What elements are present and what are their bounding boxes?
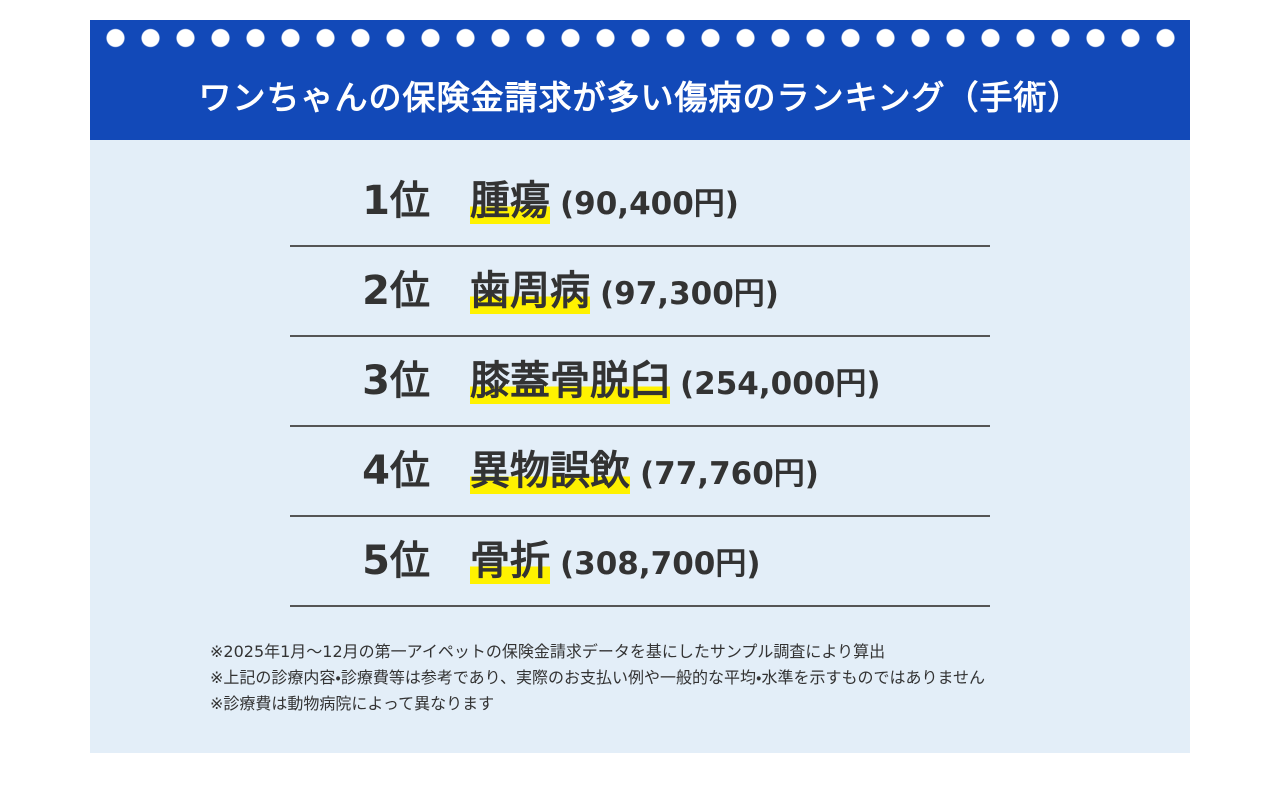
amount: (90,400円) bbox=[560, 186, 739, 222]
rank-label: 2位 bbox=[362, 268, 430, 314]
header: ワンちゃんの保険金請求が多い傷病のランキング（手術） bbox=[90, 20, 1190, 140]
ranking-row: 3位 膝蓋骨脱臼 (254,000円) bbox=[290, 337, 990, 427]
rank-label: 3位 bbox=[362, 358, 430, 404]
rank-label: 4位 bbox=[362, 448, 430, 494]
amount: (308,700円) bbox=[560, 546, 761, 582]
ranking-row: 4位 異物誤飲 (77,760円) bbox=[290, 427, 990, 517]
condition-name: 異物誤飲 bbox=[470, 448, 630, 494]
title: ワンちゃんの保険金請求が多い傷病のランキング（手術） bbox=[198, 78, 1082, 117]
ranking-item: 腫瘍 (90,400円) bbox=[470, 177, 739, 233]
ranking-card: ワンちゃんの保険金請求が多い傷病のランキング（手術） 1位 腫瘍 (90,400円)… bbox=[90, 20, 1190, 753]
condition-name: 腫瘍 bbox=[470, 178, 550, 224]
amount: (254,000円) bbox=[680, 366, 881, 402]
rank-label: 1位 bbox=[362, 178, 430, 224]
ranking-item: 膝蓋骨脱臼 (254,000円) bbox=[470, 357, 881, 413]
rank-label: 5位 bbox=[362, 538, 430, 584]
amount: (77,760円) bbox=[640, 456, 819, 492]
ranking-item: 骨折 (308,700円) bbox=[470, 537, 761, 593]
dot-border bbox=[97, 20, 1183, 56]
footnote: ※診療費は動物病院によって異なります bbox=[210, 694, 495, 713]
condition-name: 膝蓋骨脱臼 bbox=[470, 358, 670, 404]
condition-name: 骨折 bbox=[470, 538, 550, 584]
ranking-row: 1位 腫瘍 (90,400円) bbox=[290, 157, 990, 247]
amount: (97,300円) bbox=[600, 276, 779, 312]
ranking-row: 2位 歯周病 (97,300円) bbox=[290, 247, 990, 337]
footnote: ※上記の診療内容・診療費等は参考であり、実際のお支払い例や一般的な平均・水準を示… bbox=[210, 668, 986, 687]
condition-name: 歯周病 bbox=[470, 268, 590, 314]
ranking-item: 歯周病 (97,300円) bbox=[470, 267, 779, 323]
ranking-item: 異物誤飲 (77,760円) bbox=[470, 447, 819, 503]
footnote: ※2025年1月～12月の第一アイペットの保険金請求データを基にしたサンプル調査… bbox=[210, 642, 886, 661]
ranking-row: 5位 骨折 (308,700円) bbox=[290, 517, 990, 607]
